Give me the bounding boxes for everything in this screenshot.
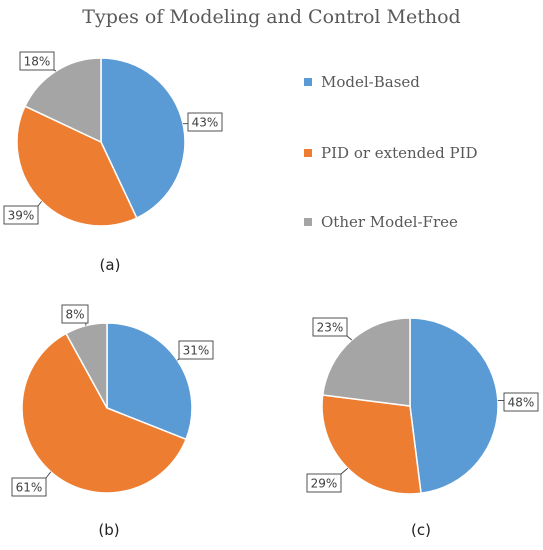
pie-c-slice-0 bbox=[409, 317, 499, 495]
legend-swatch bbox=[304, 149, 312, 157]
legend-label: Model-Based bbox=[321, 73, 420, 91]
data-label: 61% bbox=[16, 481, 43, 495]
data-label: 43% bbox=[192, 116, 219, 130]
data-label: 29% bbox=[311, 477, 338, 491]
data-label-box bbox=[503, 392, 539, 412]
leader-line bbox=[346, 335, 353, 341]
pie-a-slice-1 bbox=[16, 105, 138, 227]
data-label-box bbox=[3, 205, 39, 225]
panel-label-a: (a) bbox=[99, 256, 121, 274]
data-label: 8% bbox=[65, 308, 84, 322]
data-label: 31% bbox=[183, 344, 210, 358]
legend-item-other-model-free: Other Model-Free bbox=[304, 212, 458, 232]
legend-swatch bbox=[304, 218, 312, 226]
legend-label: PID or extended PID bbox=[321, 144, 478, 162]
data-label: 18% bbox=[24, 55, 51, 69]
legend-label: Other Model-Free bbox=[321, 213, 458, 231]
panel-label-b: (b) bbox=[98, 521, 120, 539]
pie-a-slice-2 bbox=[23, 57, 102, 144]
data-label-box bbox=[11, 477, 47, 497]
data-label: 39% bbox=[8, 209, 35, 223]
leader-line bbox=[45, 471, 52, 479]
pie-c-slice-1 bbox=[321, 394, 422, 495]
pie-a-slice-0 bbox=[100, 57, 186, 220]
leader-line bbox=[37, 201, 42, 207]
data-label-box bbox=[306, 473, 342, 493]
pie-b-slice-2 bbox=[65, 322, 108, 409]
data-label-box bbox=[187, 112, 223, 132]
data-label-box bbox=[19, 51, 55, 71]
data-label-box bbox=[178, 340, 214, 360]
legend-item-pid: PID or extended PID bbox=[304, 143, 478, 163]
data-label-box bbox=[61, 304, 89, 324]
pie-c-slice-2 bbox=[321, 317, 411, 407]
data-label-box bbox=[312, 317, 348, 337]
leader-line bbox=[340, 467, 349, 475]
chart-title: Types of Modeling and Control Method bbox=[82, 6, 461, 28]
legend-item-model-based: Model-Based bbox=[304, 72, 420, 92]
data-label: 48% bbox=[508, 396, 535, 410]
pie-b-slice-1 bbox=[21, 332, 188, 494]
panel-label-c: (c) bbox=[411, 521, 431, 539]
data-label: 23% bbox=[317, 321, 344, 335]
legend-swatch bbox=[304, 78, 312, 86]
